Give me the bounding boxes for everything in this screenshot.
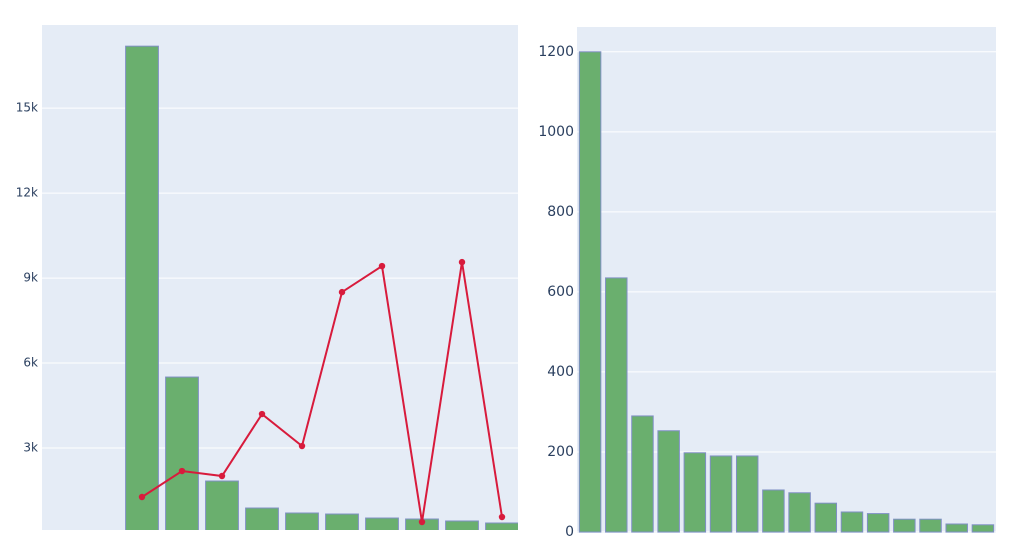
line-marker	[218, 472, 226, 480]
line-marker	[418, 518, 426, 526]
y-tick-label: 400	[547, 364, 574, 380]
line-marker	[178, 467, 186, 475]
bar	[866, 513, 890, 533]
y-tick-label: 15k	[16, 101, 38, 115]
bar	[445, 520, 479, 530]
y-tick-label: 200	[547, 444, 574, 460]
bar	[605, 277, 628, 533]
bar	[631, 415, 654, 533]
line-marker	[458, 258, 466, 266]
bar	[945, 523, 968, 533]
line	[141, 261, 503, 523]
bar	[285, 512, 319, 530]
line-marker	[498, 513, 506, 521]
bar	[971, 524, 995, 533]
bar	[578, 51, 602, 533]
bar	[165, 376, 199, 530]
y-tick-label: 1000	[538, 124, 574, 140]
y-tick-label: 0	[565, 524, 574, 540]
y-tick-label: 6k	[23, 356, 38, 370]
bar	[485, 522, 518, 530]
bar	[735, 455, 759, 533]
tick-labels: 3k 6k 9k 12k 15k 0 200 400 600 800 1000 1200	[16, 44, 574, 540]
y-tick-label: 3k	[23, 441, 38, 455]
bar	[709, 455, 733, 533]
y-tick-label: 1200	[538, 44, 574, 60]
line-marker	[138, 493, 146, 501]
bar	[840, 511, 864, 533]
right-plot	[577, 51, 996, 533]
y-tick-label: 600	[547, 284, 574, 300]
y-tick-label: 9k	[23, 271, 38, 285]
line-marker	[378, 262, 386, 270]
y-tick-label: 800	[547, 204, 574, 220]
bar	[325, 513, 359, 530]
y-tick-label: 12k	[16, 186, 38, 200]
bar	[683, 452, 707, 533]
bar	[814, 502, 838, 533]
bar	[245, 507, 279, 530]
bar	[893, 518, 916, 533]
bar	[365, 517, 399, 530]
bar	[205, 480, 239, 530]
bar	[125, 45, 159, 530]
left-plot	[42, 45, 518, 530]
line-marker	[298, 442, 306, 450]
line-marker	[258, 410, 266, 418]
bar	[762, 489, 785, 533]
bar	[919, 518, 942, 533]
plot-background	[42, 25, 518, 530]
bar	[788, 492, 811, 533]
bar	[657, 430, 680, 533]
line-marker	[338, 288, 346, 296]
